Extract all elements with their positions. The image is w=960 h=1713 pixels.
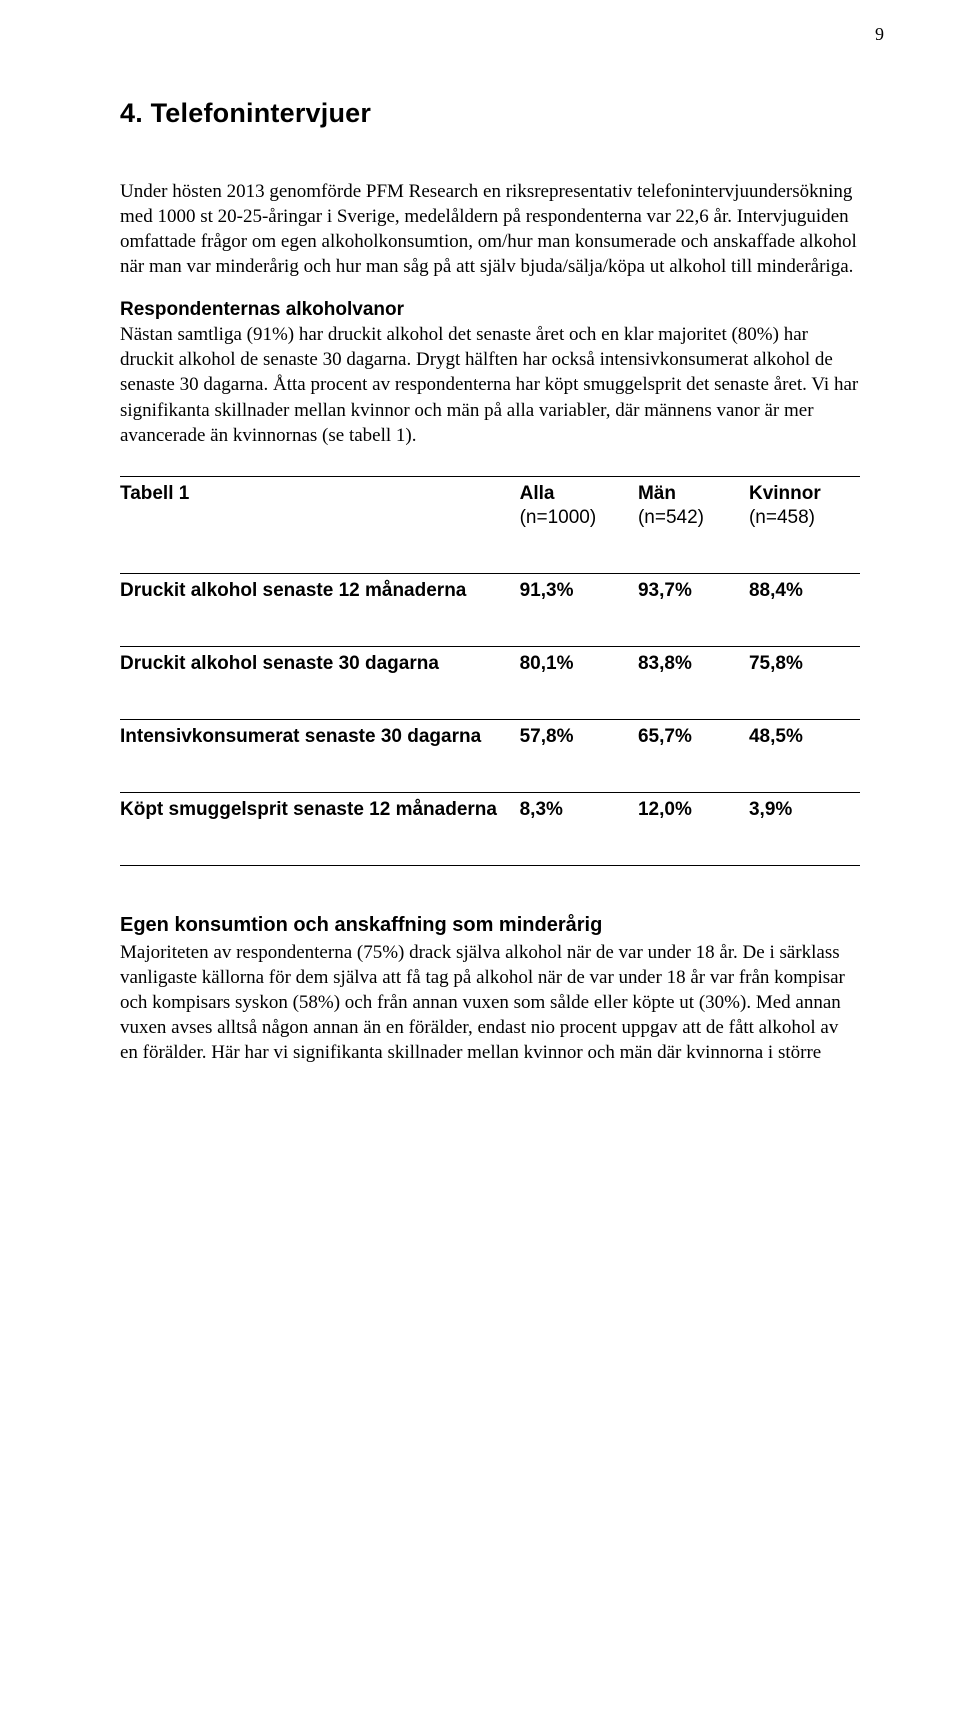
row-label: Intensivkonsumerat senaste 30 dagarna [120,719,520,792]
page-number: 9 [875,24,884,45]
subheading-respondenternas: Respondenternas alkoholvanor [120,299,860,321]
row-value: 3,9% [749,792,860,865]
table-1: Tabell 1 Alla Män Kvinnor (n=1000) (n=54… [120,476,860,866]
col-subheader-n458: (n=458) [749,507,860,574]
col-subheader-n1000: (n=1000) [520,507,638,574]
table-caption: Tabell 1 [120,476,520,507]
section2-heading: Egen konsumtion och anskaffning som mind… [120,914,860,937]
col-subheader-n542: (n=542) [638,507,749,574]
row-value: 57,8% [520,719,638,792]
row-label: Druckit alkohol senaste 12 månaderna [120,573,520,646]
row-value: 91,3% [520,573,638,646]
row-value: 83,8% [638,646,749,719]
row-value: 93,7% [638,573,749,646]
row-label: Köpt smuggelsprit senaste 12 månaderna [120,792,520,865]
table-row: Intensivkonsumerat senaste 30 dagarna 57… [120,719,860,792]
paragraph-2: Nästan samtliga (91%) har druckit alkoho… [120,322,860,447]
table-row: Druckit alkohol senaste 12 månaderna 91,… [120,573,860,646]
page-content: 4. Telefonintervjuer Under hösten 2013 g… [0,0,960,1105]
row-value: 48,5% [749,719,860,792]
row-value: 8,3% [520,792,638,865]
row-label: Druckit alkohol senaste 30 dagarna [120,646,520,719]
row-value: 65,7% [638,719,749,792]
row-value: 75,8% [749,646,860,719]
col-header-alla: Alla [520,476,638,507]
paragraph-3: Majoriteten av respondenterna (75%) drac… [120,940,860,1065]
col-header-kvinnor: Kvinnor [749,476,860,507]
intro-paragraph: Under hösten 2013 genomförde PFM Researc… [120,179,860,279]
table-row: Druckit alkohol senaste 30 dagarna 80,1%… [120,646,860,719]
table-row: Köpt smuggelsprit senaste 12 månaderna 8… [120,792,860,865]
col-header-man: Män [638,476,749,507]
row-value: 88,4% [749,573,860,646]
row-value: 80,1% [520,646,638,719]
row-value: 12,0% [638,792,749,865]
respondent-block: Respondenternas alkoholvanor Nästan samt… [120,299,860,447]
section-heading: 4. Telefonintervjuer [120,98,860,129]
